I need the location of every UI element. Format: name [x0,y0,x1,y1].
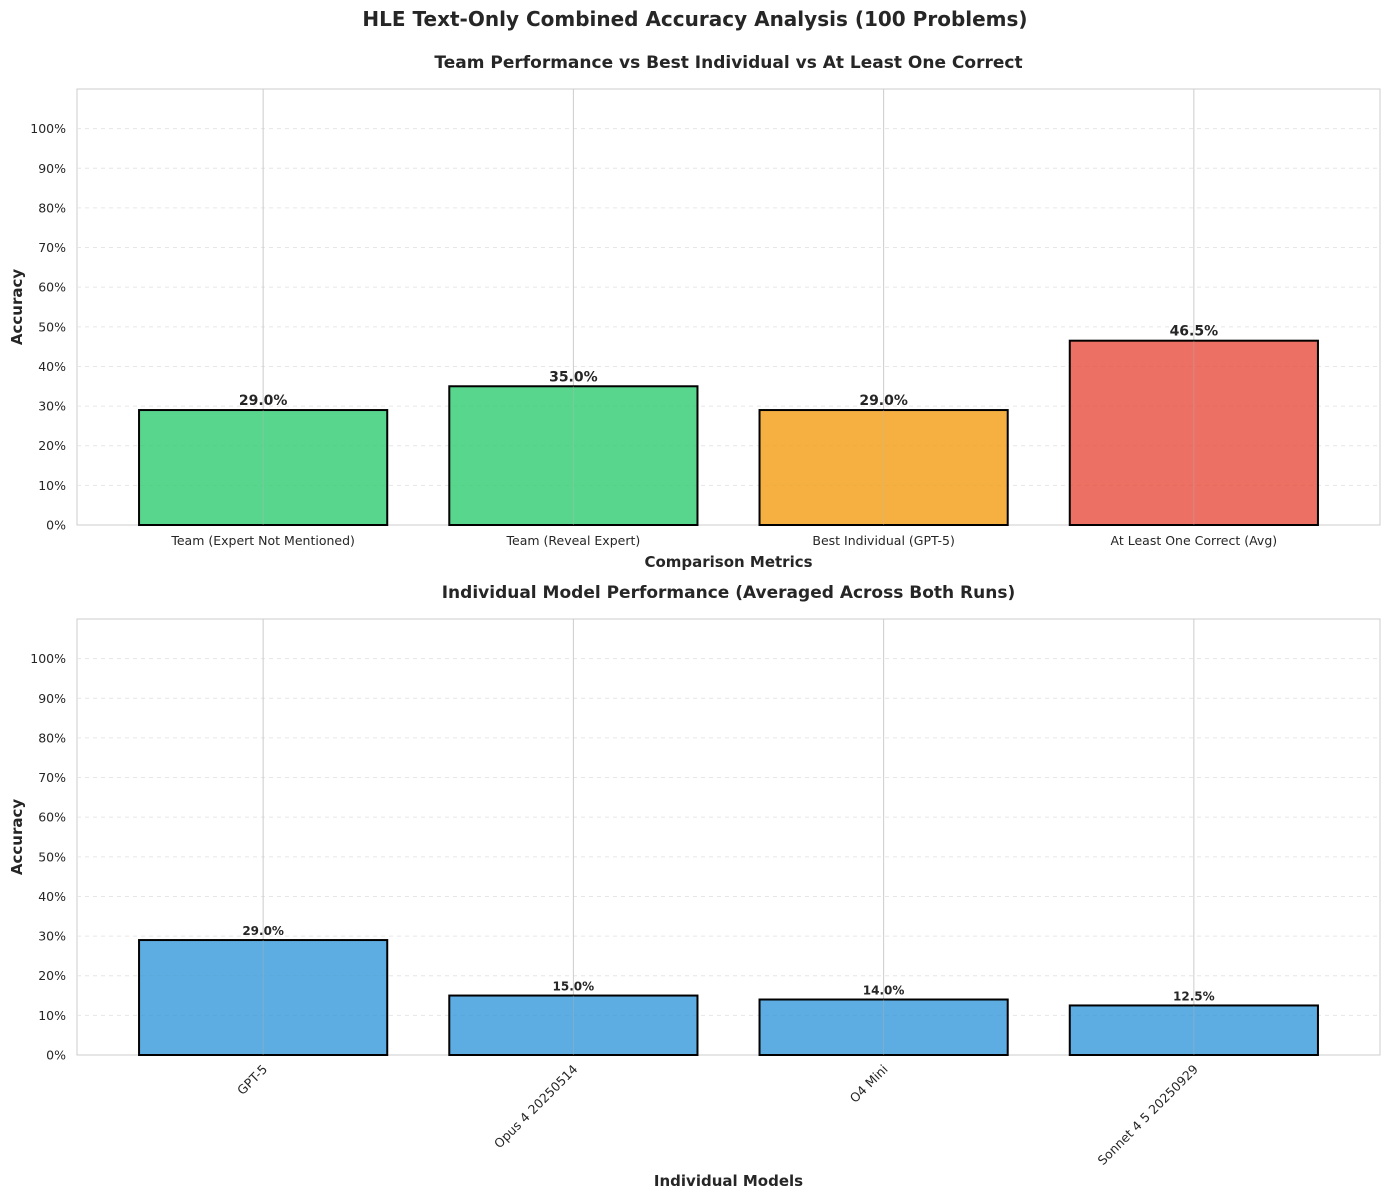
x-tick-label: Best Individual (GPT-5) [812,533,954,548]
x-tick-label: Sonnet 4 5 20250929 [1095,1061,1201,1167]
bar [1068,339,1319,527]
bar-value-label: 29.0% [242,924,284,938]
x-axis-label: Comparison Metrics [644,553,812,571]
chart-title: Team Performance vs Best Individual vs A… [434,53,1022,73]
bar [138,939,389,1057]
bar-value-label: 29.0% [239,393,288,409]
y-tick-label: 90% [38,161,66,176]
y-tick-label: 60% [38,810,66,825]
y-axis-label: Accuracy [8,799,26,875]
bar-value-label: 15.0% [553,980,595,994]
x-tick-label: GPT-5 [234,1062,270,1098]
bar [1068,1004,1319,1056]
y-tick-label: 40% [38,889,66,904]
chart-title: Individual Model Performance (Averaged A… [442,583,1016,603]
x-tick-label: At Least One Correct (Avg) [1111,533,1278,548]
y-tick-label: 20% [38,968,66,983]
x-tick-label: Opus 4 20250514 [491,1061,581,1151]
y-tick-label: 50% [38,849,66,864]
y-tick-label: 40% [38,359,66,374]
y-tick-label: 30% [38,929,66,944]
y-tick-label: 80% [38,730,66,745]
chart-individual-performance: 0% 10% 20% 30% 40% 50% 60% 70% 80% 90% 100% 29.0% GP… [8,583,1381,1190]
bar-value-label: 14.0% [863,984,905,998]
bar-value-label: 46.5% [1170,324,1219,340]
y-tick-label: 100% [30,651,66,666]
y-tick-label: 0% [46,1048,66,1063]
y-tick-label: 10% [38,478,66,493]
y-tick-label: 90% [38,691,66,706]
y-tick-label: 0% [46,518,66,533]
bar [758,409,1009,526]
bar-value-label: 35.0% [549,369,598,385]
y-tick-label: 70% [38,240,66,255]
x-tick-label: Team (Expert Not Mentioned) [170,533,355,548]
bar-value-label: 12.5% [1173,989,1215,1003]
y-tick-label: 20% [38,438,66,453]
chart-team-performance: 0% 10% 20% 30% 40% 50% 60% 70% 80% 90% 100% 29.0% Te… [8,53,1381,571]
y-tick-label: 100% [30,121,66,136]
y-axis-label: Accuracy [8,269,26,345]
figure-suptitle: HLE Text-Only Combined Accuracy Analysis… [362,7,1027,31]
bar [448,385,699,527]
bar-value-label: 29.0% [859,393,908,409]
y-tick-label: 60% [38,280,66,295]
x-axis-label: Individual Models [654,1172,803,1190]
bar [138,409,389,526]
y-tick-label: 80% [38,200,66,215]
y-tick-label: 70% [38,770,66,785]
x-tick-label: Team (Reveal Expert) [506,533,641,548]
bar [448,994,699,1057]
y-tick-label: 50% [38,319,66,334]
x-tick-label: O4 Mini [847,1062,891,1106]
y-tick-label: 30% [38,399,66,414]
bar [758,998,1009,1057]
y-tick-label: 10% [38,1008,66,1023]
